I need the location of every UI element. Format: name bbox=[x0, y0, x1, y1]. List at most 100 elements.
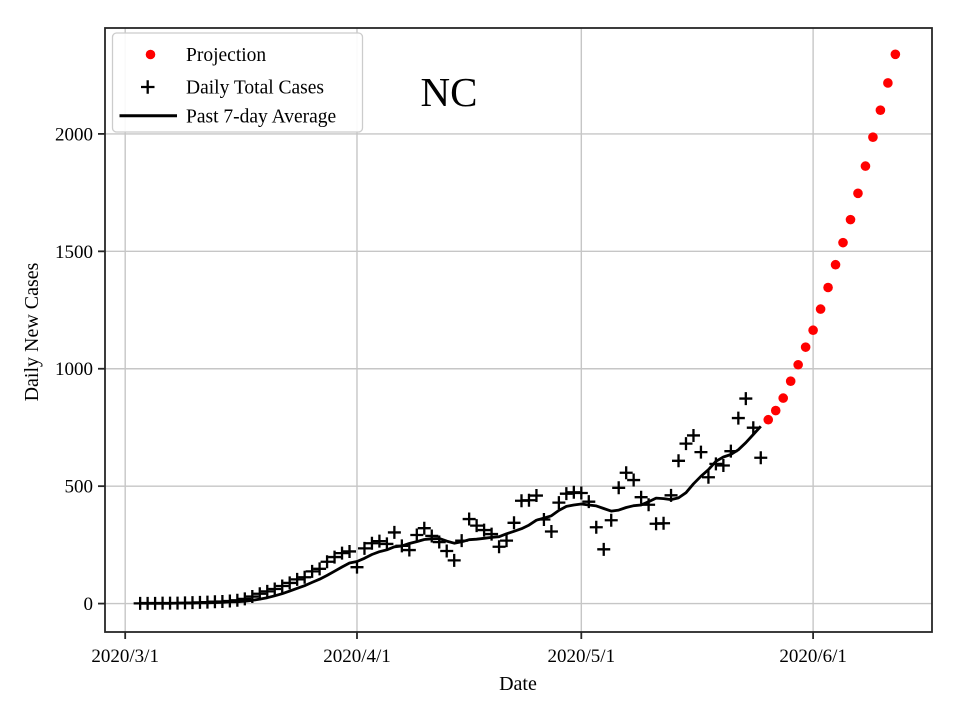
projection-dot bbox=[830, 259, 841, 270]
daily-plus-marker bbox=[470, 519, 484, 533]
gridlines bbox=[105, 28, 932, 632]
daily-plus-marker bbox=[597, 542, 611, 556]
x-tick-label: 2020/4/1 bbox=[323, 646, 391, 667]
daily-plus-marker bbox=[709, 457, 723, 471]
data-series bbox=[133, 49, 901, 610]
daily-plus-marker bbox=[679, 437, 693, 451]
daily-plus-marker bbox=[380, 537, 394, 551]
daily-plus-marker bbox=[320, 555, 334, 569]
projection-series bbox=[763, 49, 901, 425]
daily-plus-marker bbox=[634, 490, 648, 504]
daily-plus-marker bbox=[275, 579, 289, 593]
legend-label-past-7-day-average: Past 7-day Average bbox=[186, 107, 336, 128]
y-axis-label: Daily New Cases bbox=[21, 262, 43, 401]
projection-dot bbox=[823, 282, 833, 293]
daily-plus-marker bbox=[343, 544, 357, 558]
daily-plus-marker bbox=[529, 489, 543, 503]
daily-plus-marker bbox=[589, 520, 603, 534]
chart-title: NC bbox=[421, 69, 478, 115]
daily-plus-marker bbox=[417, 521, 431, 535]
legend-projection-dot-icon bbox=[145, 49, 156, 60]
projection-dot bbox=[785, 376, 796, 386]
daily-plus-marker bbox=[305, 564, 319, 578]
legend-plus-marker-icon bbox=[141, 80, 155, 94]
daily-plus-marker bbox=[492, 540, 506, 554]
daily-plus-marker bbox=[350, 560, 364, 574]
projection-dot bbox=[883, 78, 893, 88]
projection-dot bbox=[793, 359, 803, 370]
daily-plus-marker bbox=[298, 570, 312, 584]
daily-plus-marker bbox=[335, 546, 349, 560]
projection-dot bbox=[853, 188, 863, 199]
daily-plus-marker bbox=[694, 445, 708, 459]
daily-plus-marker bbox=[402, 543, 416, 557]
daily-plus-marker bbox=[716, 459, 730, 473]
axis-ticks: 2020/3/1 2020/4/1 2020/5/1 2020/6/1 0 500 1000… bbox=[55, 124, 847, 667]
daily-total-cases-series bbox=[133, 392, 768, 610]
x-axis-label: Date bbox=[499, 673, 537, 695]
daily-plus-marker bbox=[395, 539, 409, 553]
projection-dot bbox=[875, 105, 886, 115]
daily-plus-marker bbox=[440, 544, 454, 558]
projection-dot bbox=[838, 237, 848, 248]
daily-plus-marker bbox=[447, 553, 461, 567]
projection-dot bbox=[868, 132, 878, 142]
daily-plus-marker bbox=[657, 516, 671, 530]
daily-plus-marker bbox=[260, 584, 274, 598]
daily-plus-marker bbox=[552, 496, 566, 510]
legend: Projection Daily Total Cases Past 7-day … bbox=[111, 32, 364, 133]
daily-plus-marker bbox=[230, 593, 244, 607]
daily-plus-marker bbox=[739, 392, 753, 406]
daily-plus-marker bbox=[328, 550, 342, 564]
daily-plus-marker bbox=[425, 529, 439, 543]
daily-plus-marker bbox=[559, 487, 573, 501]
projection-dot bbox=[763, 414, 774, 425]
daily-plus-marker bbox=[724, 444, 738, 458]
projection-dot bbox=[808, 325, 818, 336]
daily-plus-marker bbox=[500, 534, 514, 548]
y-tick-label: 1500 bbox=[55, 242, 93, 263]
y-tick-label: 0 bbox=[84, 594, 94, 615]
daily-plus-marker bbox=[253, 587, 267, 601]
daily-plus-marker bbox=[582, 495, 596, 509]
daily-plus-marker bbox=[544, 524, 558, 538]
projection-dot bbox=[770, 405, 781, 416]
y-tick-label: 2000 bbox=[55, 124, 93, 145]
projection-dot bbox=[860, 161, 871, 171]
daily-plus-marker bbox=[313, 562, 327, 576]
daily-plus-marker bbox=[537, 513, 551, 527]
daily-plus-marker bbox=[410, 528, 424, 542]
daily-plus-marker bbox=[686, 428, 700, 442]
daily-plus-marker bbox=[612, 481, 626, 495]
y-tick-label: 1000 bbox=[55, 359, 93, 380]
legend-label-daily-total-cases: Daily Total Cases bbox=[186, 78, 324, 99]
projection-dot bbox=[890, 49, 901, 60]
projection-dot bbox=[778, 393, 788, 403]
x-tick-label: 2020/6/1 bbox=[779, 646, 847, 667]
plot-frame bbox=[104, 27, 933, 633]
daily-plus-marker bbox=[485, 527, 499, 541]
daily-plus-marker bbox=[245, 590, 259, 604]
daily-plus-marker bbox=[672, 454, 686, 468]
daily-plus-marker bbox=[731, 411, 745, 425]
daily-plus-marker bbox=[455, 534, 469, 548]
daily-plus-marker bbox=[432, 535, 446, 549]
daily-plus-marker bbox=[642, 498, 656, 512]
daily-plus-marker bbox=[238, 592, 252, 606]
daily-plus-marker bbox=[619, 466, 633, 480]
daily-plus-marker bbox=[387, 525, 401, 539]
daily-plus-marker bbox=[701, 470, 715, 484]
legend-label-projection: Projection bbox=[186, 45, 266, 66]
daily-plus-marker bbox=[627, 473, 641, 487]
daily-plus-marker bbox=[664, 488, 678, 502]
daily-plus-marker bbox=[507, 516, 521, 530]
daily-plus-marker bbox=[268, 582, 282, 596]
daily-plus-marker bbox=[522, 493, 536, 507]
daily-plus-marker bbox=[604, 513, 618, 527]
projection-dot bbox=[800, 342, 811, 352]
daily-plus-marker bbox=[574, 486, 588, 500]
y-tick-label: 500 bbox=[65, 477, 94, 498]
daily-plus-marker bbox=[746, 421, 760, 435]
x-tick-label: 2020/3/1 bbox=[91, 646, 159, 667]
